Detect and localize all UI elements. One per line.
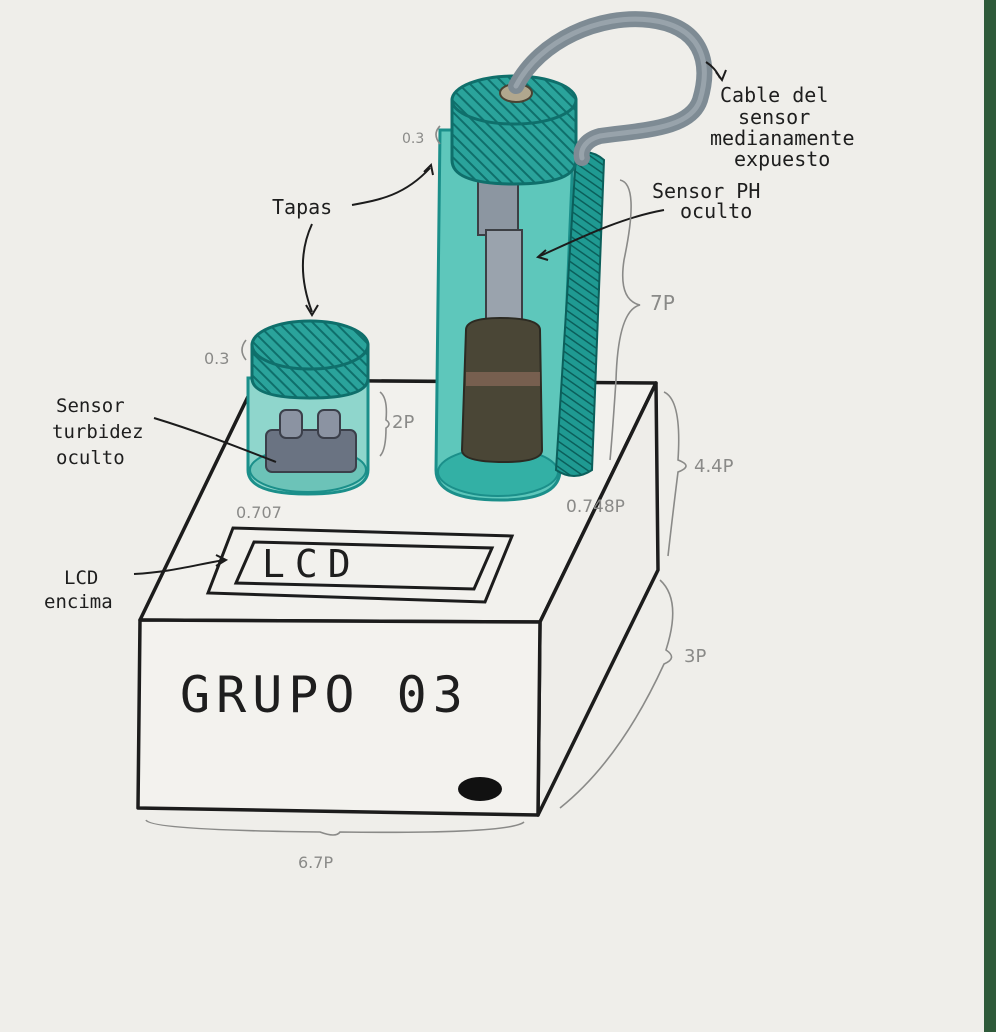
cable-label-line4: expuesto — [734, 147, 830, 171]
dim-box-height: 3P — [684, 646, 706, 667]
cable-label-line2: sensor — [738, 105, 810, 129]
lcd-panel — [205, 526, 515, 604]
lcd-outer-frame — [205, 526, 515, 604]
dim-tall-diameter: 0.748P — [566, 497, 625, 517]
turbidity-cap-top — [250, 319, 370, 371]
ph-sensor-label-line2: oculto — [680, 199, 752, 223]
dim-cap-small: 0.3 — [204, 349, 229, 368]
lcd-side-label-line1: LCD — [64, 567, 98, 589]
dim-box-width: 6.7P — [298, 853, 333, 872]
lcd-side-label-line2: encima — [44, 591, 113, 613]
turbidity-sensor-icon — [265, 409, 357, 473]
ph-sensor-label-line1: Sensor PH — [652, 179, 760, 203]
dimension-braces — [145, 125, 687, 836]
dim-cap-tall: 0.3 — [402, 131, 424, 147]
tapas-label: Tapas — [272, 195, 332, 219]
turbidity-container — [246, 319, 370, 496]
paper-edge — [984, 0, 996, 1032]
group-label: GRUPO 03 — [180, 666, 469, 724]
ph-probe-icon — [460, 174, 544, 464]
cable-label-line3: medianamente — [710, 126, 855, 150]
dim-small-diameter: 0.707 — [236, 503, 282, 522]
lcd-inner-screen — [233, 540, 495, 591]
power-button-icon — [458, 777, 502, 801]
turbidity-label-line3: oculto — [56, 447, 125, 469]
dim-tall-height: 7P — [650, 291, 675, 315]
cable-label-line1: Cable del — [720, 83, 828, 107]
box-front-face — [136, 618, 542, 817]
annotation-leaders — [133, 61, 727, 575]
turbidity-label-line1: Sensor — [56, 395, 125, 417]
lcd-screen-label: LCD — [262, 542, 361, 586]
turbidity-label-line2: turbidez — [52, 421, 144, 443]
dim-small-height: 2P — [392, 412, 414, 433]
ph-container — [434, 11, 713, 502]
dim-box-depth: 4.4P — [694, 456, 734, 477]
